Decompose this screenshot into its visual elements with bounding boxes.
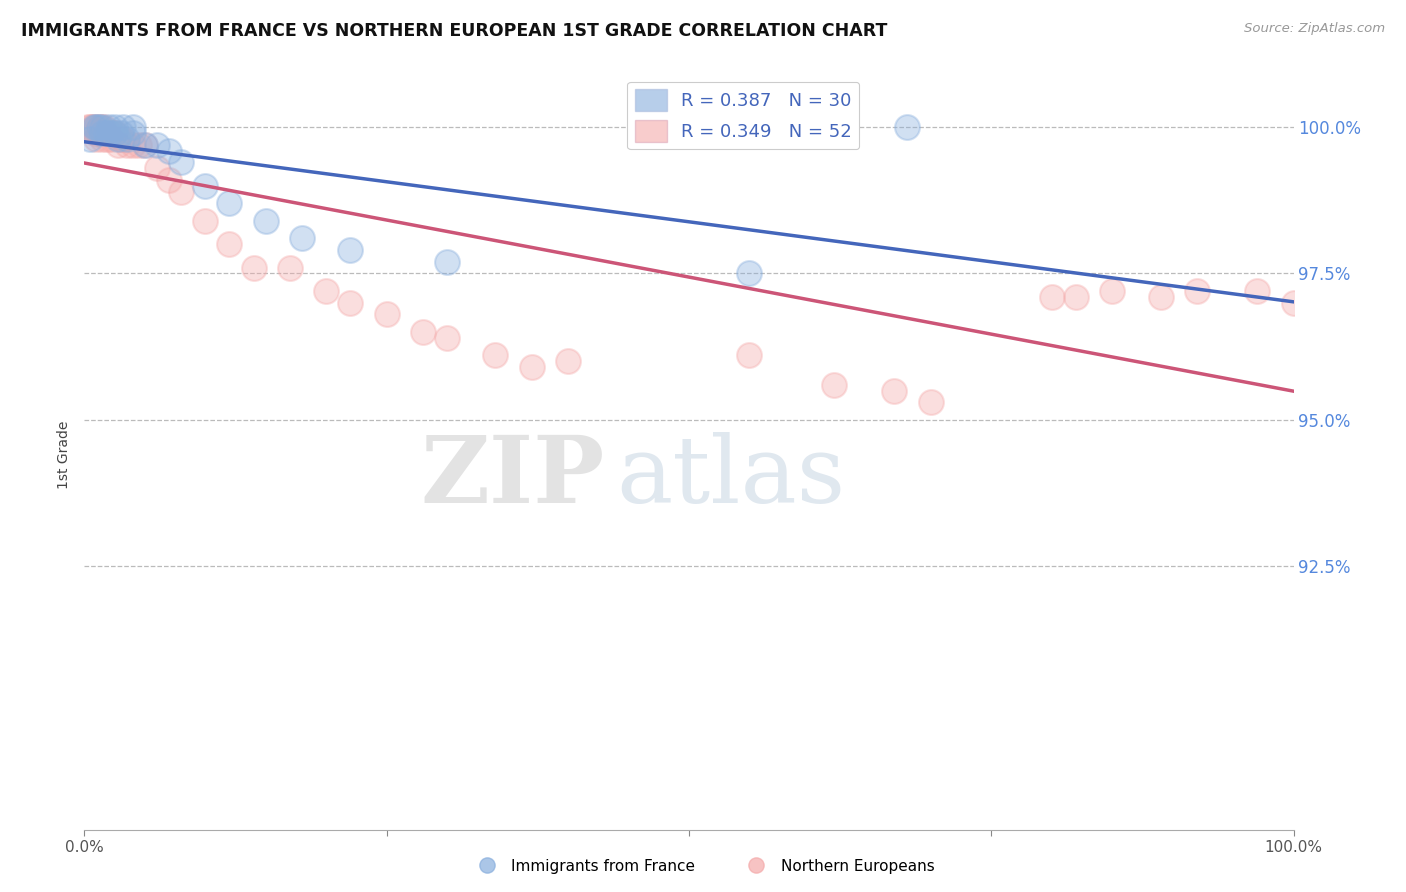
Point: [100, 126, 122, 140]
Point: [83, 120, 105, 134]
Point: [90, 120, 112, 134]
Point: [107, 137, 129, 152]
Point: [97, 126, 120, 140]
Point: [920, 395, 942, 409]
Point: [103, 126, 125, 140]
Point: [278, 260, 301, 275]
Point: [91, 120, 114, 134]
Point: [1040, 290, 1063, 304]
Legend: Immigrants from France, Northern Europeans: Immigrants from France, Northern Europea…: [465, 853, 941, 880]
Point: [96, 132, 118, 146]
Point: [94, 126, 117, 140]
Point: [121, 126, 143, 140]
Point: [1149, 290, 1171, 304]
Point: [1064, 290, 1087, 304]
Point: [375, 308, 398, 322]
Point: [738, 348, 761, 362]
Point: [254, 213, 277, 227]
Point: [484, 348, 506, 362]
Point: [86, 120, 108, 134]
Point: [738, 267, 761, 281]
Point: [84, 126, 107, 140]
Point: [134, 137, 156, 152]
Point: [121, 120, 143, 134]
Point: [218, 237, 240, 252]
Text: ZIP: ZIP: [420, 433, 605, 523]
Point: [82, 120, 104, 134]
Point: [112, 120, 135, 134]
Point: [97, 120, 120, 134]
Point: [104, 126, 127, 140]
Point: [87, 120, 110, 134]
Point: [115, 132, 138, 146]
Point: [128, 137, 150, 152]
Point: [896, 120, 918, 134]
Point: [115, 137, 138, 152]
Point: [91, 126, 114, 140]
Point: [157, 173, 180, 187]
Point: [110, 126, 132, 140]
Point: [79, 120, 101, 134]
Point: [112, 132, 135, 146]
Point: [107, 132, 129, 146]
Point: [1246, 284, 1268, 298]
Point: [83, 120, 105, 134]
Point: [218, 196, 240, 211]
Point: [883, 384, 905, 398]
Point: [339, 295, 361, 310]
Point: [170, 185, 193, 199]
Legend: R = 0.387   N = 30, R = 0.349   N = 52: R = 0.387 N = 30, R = 0.349 N = 52: [627, 82, 859, 149]
Point: [93, 120, 115, 134]
Point: [104, 126, 127, 140]
Text: Source: ZipAtlas.com: Source: ZipAtlas.com: [1244, 22, 1385, 36]
Point: [157, 144, 180, 158]
Text: IMMIGRANTS FROM FRANCE VS NORTHERN EUROPEAN 1ST GRADE CORRELATION CHART: IMMIGRANTS FROM FRANCE VS NORTHERN EUROP…: [21, 22, 887, 40]
Point: [79, 132, 101, 146]
Point: [100, 132, 122, 146]
Point: [91, 132, 114, 146]
Point: [436, 331, 458, 345]
Point: [87, 120, 110, 134]
Point: [91, 126, 114, 140]
Point: [194, 213, 217, 227]
Point: [97, 126, 120, 140]
Point: [520, 360, 543, 375]
Point: [436, 254, 458, 268]
Text: atlas: atlas: [616, 433, 845, 523]
Point: [194, 178, 217, 193]
Point: [291, 231, 314, 245]
Point: [146, 161, 169, 175]
Point: [315, 284, 337, 298]
Point: [86, 132, 108, 146]
Point: [242, 260, 264, 275]
Point: [339, 243, 361, 257]
Point: [412, 325, 434, 339]
Point: [146, 137, 169, 152]
Point: [1282, 295, 1305, 310]
Point: [77, 120, 100, 134]
Point: [104, 120, 127, 134]
Point: [94, 126, 117, 140]
Point: [134, 137, 156, 152]
Y-axis label: 1st Grade: 1st Grade: [58, 421, 72, 489]
Point: [1185, 284, 1208, 298]
Point: [170, 155, 193, 169]
Point: [557, 354, 579, 368]
Point: [89, 126, 111, 140]
Point: [110, 132, 132, 146]
Point: [1101, 284, 1123, 298]
Point: [94, 126, 117, 140]
Point: [823, 377, 845, 392]
Point: [121, 137, 143, 152]
